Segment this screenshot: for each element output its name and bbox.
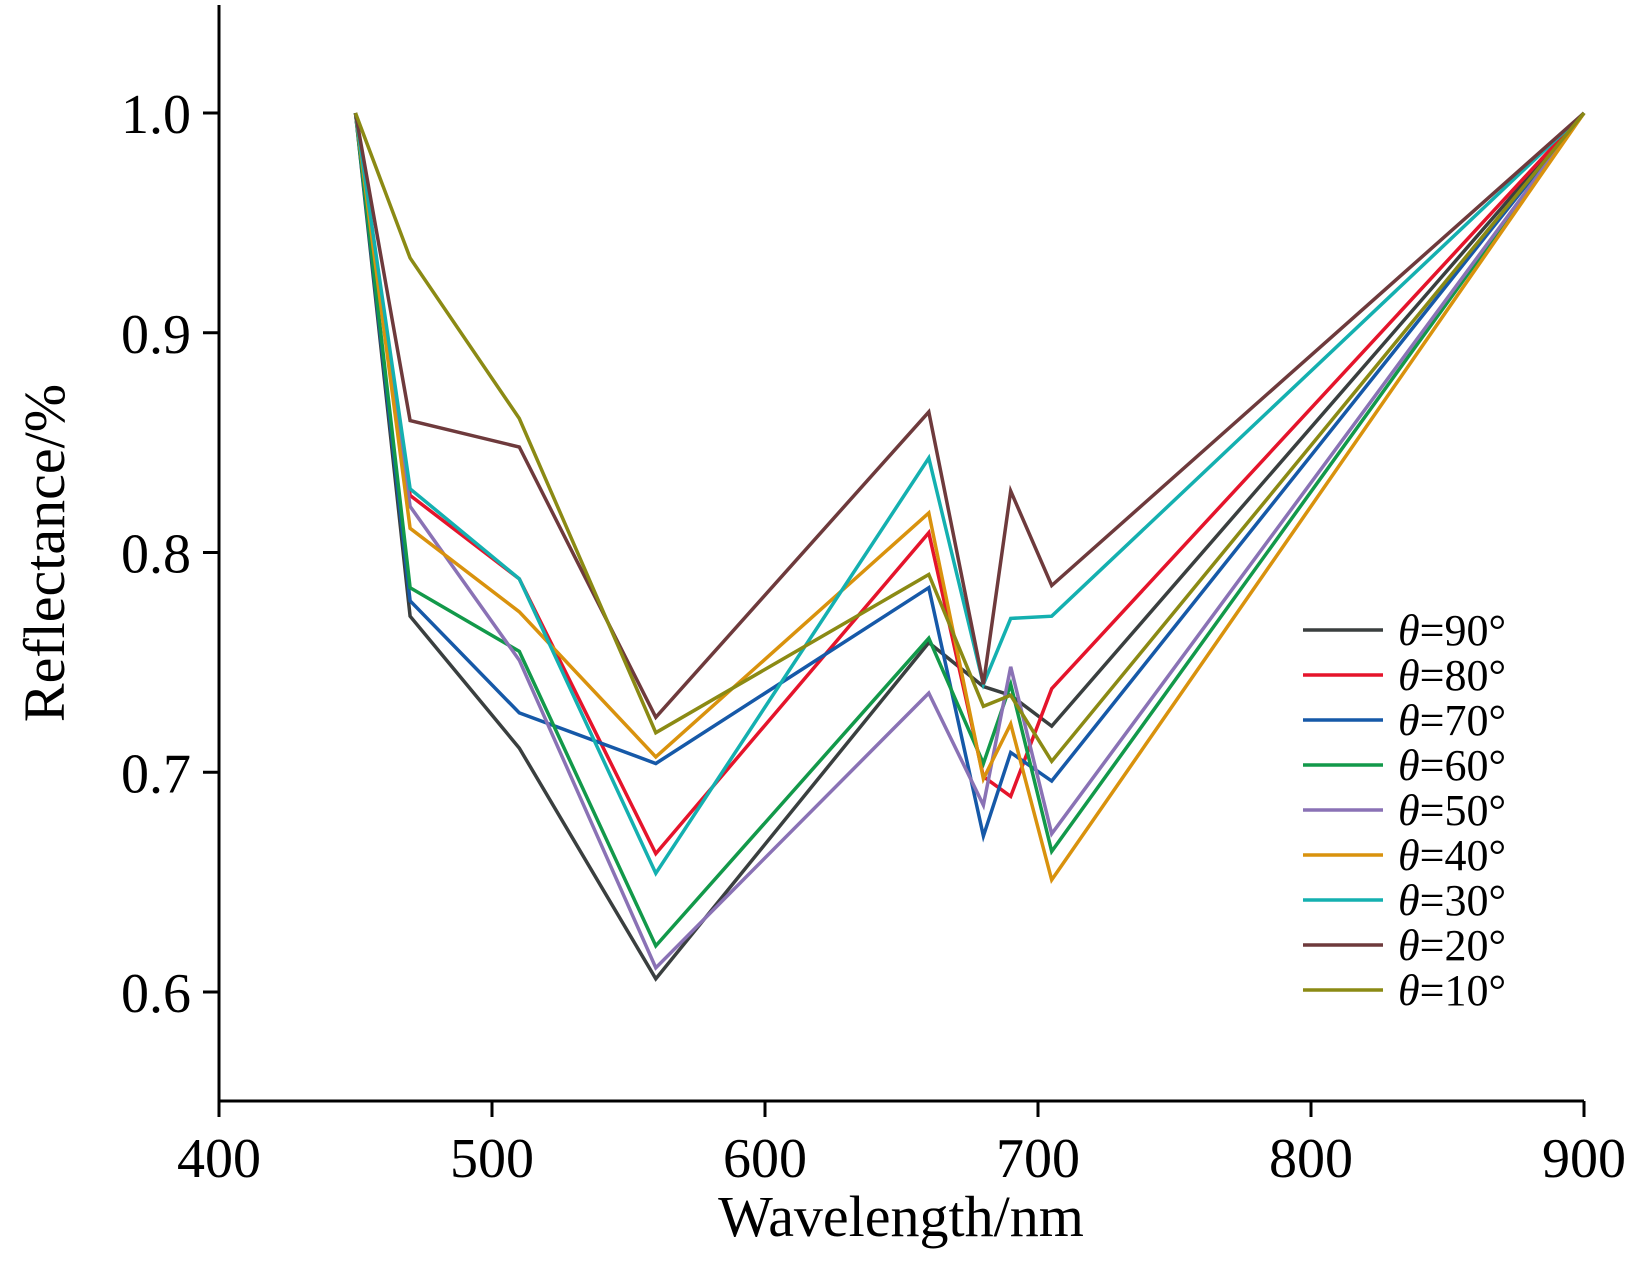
y-axis-title: Reflectance/% <box>12 384 77 722</box>
y-tick-label: 0.9 <box>121 304 191 366</box>
legend-symbol: θ <box>1398 696 1420 745</box>
y-tick-label: 1.0 <box>121 84 191 146</box>
legend-name: =20° <box>1420 921 1506 970</box>
legend-name: =60° <box>1420 741 1506 790</box>
legend: θ=90°θ=80°θ=70°θ=60°θ=50°θ=40°θ=30°θ=20°… <box>1303 606 1506 1015</box>
legend-symbol: θ <box>1398 651 1420 700</box>
x-tick-label: 500 <box>450 1128 534 1190</box>
series-line <box>353 111 1586 950</box>
legend-symbol: θ <box>1398 876 1420 925</box>
legend-name: =40° <box>1420 831 1506 880</box>
legend-label: θ=20° <box>1398 921 1506 970</box>
legend-label: θ=10° <box>1398 966 1506 1015</box>
legend-symbol: θ <box>1398 606 1420 655</box>
legend-label: θ=40° <box>1398 831 1506 880</box>
y-ticks: 0.6 0.7 0.8 0.9 1.0 <box>121 84 219 1025</box>
legend-name: =80° <box>1420 651 1506 700</box>
legend-label: θ=60° <box>1398 741 1506 790</box>
y-tick-label: 0.6 <box>121 963 191 1025</box>
series-line <box>353 111 1586 982</box>
legend-name: =30° <box>1420 876 1506 925</box>
series-line <box>353 111 1586 877</box>
x-tick-label: 800 <box>1269 1128 1353 1190</box>
series-line <box>353 111 1586 765</box>
legend-symbol: θ <box>1398 966 1420 1015</box>
legend-label: θ=70° <box>1398 696 1506 745</box>
legend-symbol: θ <box>1398 921 1420 970</box>
legend-label: θ=30° <box>1398 876 1506 925</box>
x-tick-label: 900 <box>1542 1128 1625 1190</box>
x-ticks: 400 500 600 700 800 900 <box>177 1101 1625 1190</box>
legend-symbol: θ <box>1398 831 1420 880</box>
series-line <box>353 112 1586 885</box>
x-axis-title: Wavelength/nm <box>718 1184 1084 1249</box>
legend-name: =90° <box>1420 606 1506 655</box>
y-tick-label: 0.7 <box>121 743 191 805</box>
legend-symbol: θ <box>1398 741 1420 790</box>
x-tick-label: 700 <box>996 1128 1080 1190</box>
legend-label: θ=50° <box>1398 786 1506 835</box>
y-tick-label: 0.8 <box>121 524 191 586</box>
series-line <box>353 111 1586 857</box>
legend-name: =70° <box>1420 696 1506 745</box>
legend-label: θ=90° <box>1398 606 1506 655</box>
legend-name: =10° <box>1420 966 1506 1015</box>
legend-label: θ=80° <box>1398 651 1506 700</box>
x-tick-label: 400 <box>177 1128 261 1190</box>
plot-lines <box>353 111 1586 982</box>
legend-name: =50° <box>1420 786 1506 835</box>
legend-symbol: θ <box>1398 786 1420 835</box>
x-tick-label: 600 <box>723 1128 807 1190</box>
axes <box>217 5 1584 1103</box>
series-line <box>353 111 1586 721</box>
